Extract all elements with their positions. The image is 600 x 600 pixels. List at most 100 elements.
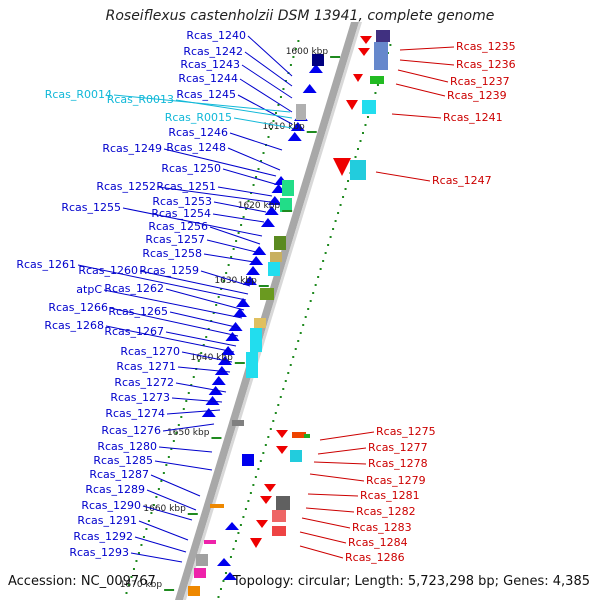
gene-label-left[interactable]: Rcas_1289 [85, 483, 145, 496]
gene-arrow-forward[interactable] [264, 206, 279, 215]
gene-label-left[interactable]: Rcas_1246 [168, 126, 228, 139]
gene-arrow-reverse[interactable] [256, 520, 268, 528]
gene-block[interactable] [232, 420, 244, 426]
rna-label[interactable]: Rcas_R0015 [165, 111, 232, 124]
gene-block[interactable] [272, 510, 286, 522]
gene-label-right[interactable]: Rcas_1279 [366, 474, 426, 487]
gene-block[interactable] [270, 252, 282, 262]
gene-arrow-forward[interactable] [287, 132, 302, 141]
gene-arrow-reverse[interactable] [353, 74, 363, 82]
gene-label-right[interactable]: Rcas_1247 [432, 174, 492, 187]
gene-arrow-forward[interactable] [302, 84, 317, 93]
gene-label-left[interactable]: Rcas_1255 [61, 201, 121, 214]
gene-label-left[interactable]: Rcas_1242 [183, 45, 243, 58]
gene-block[interactable] [292, 432, 306, 438]
gene-label-right[interactable]: Rcas_1281 [360, 489, 420, 502]
gene-block[interactable] [280, 198, 292, 212]
gene-label-left[interactable]: Rcas_1292 [73, 530, 133, 543]
gene-label-left[interactable]: Rcas_1287 [89, 468, 149, 481]
gene-block[interactable] [290, 450, 302, 462]
gene-arrow-forward[interactable] [225, 332, 240, 341]
gene-label-left[interactable]: Rcas_1271 [116, 360, 176, 373]
gene-arrow-forward[interactable] [236, 298, 251, 307]
gene-block[interactable] [250, 328, 262, 352]
gene-label-left[interactable]: Rcas_1240 [186, 29, 246, 42]
gene-label-left[interactable]: Rcas_1258 [142, 247, 202, 260]
gene-label-right[interactable]: Rcas_1282 [356, 505, 416, 518]
gene-block[interactable] [276, 496, 290, 510]
gene-block[interactable] [196, 554, 208, 566]
gene-block[interactable] [210, 504, 224, 508]
gene-label-left[interactable]: Rcas_1265 [108, 305, 168, 318]
gene-arrow-forward[interactable] [217, 558, 231, 566]
gene-label-right[interactable]: Rcas_1283 [352, 521, 412, 534]
gene-label-right[interactable]: Rcas_1241 [443, 111, 503, 124]
gene-label-left[interactable]: Rcas_1259 [139, 264, 199, 277]
gene-block[interactable] [296, 104, 306, 120]
gene-arrow-forward[interactable] [223, 572, 237, 580]
gene-label-right[interactable]: Rcas_1236 [456, 58, 516, 71]
gene-block[interactable] [282, 180, 294, 196]
gene-label-left[interactable]: Rcas_1253 [152, 195, 212, 208]
gene-label-left[interactable]: Rcas_1262 [104, 282, 164, 295]
gene-block[interactable] [194, 568, 206, 578]
gene-label-left[interactable]: Rcas_1250 [161, 162, 221, 175]
rna-label[interactable]: Rcas_R0013 [107, 93, 174, 106]
gene-label-left[interactable]: Rcas_1270 [120, 345, 180, 358]
gene-block[interactable] [350, 160, 366, 180]
gene-arrow-reverse[interactable] [264, 484, 276, 492]
gene-block[interactable] [304, 434, 310, 438]
gene-arrow-reverse[interactable] [360, 36, 372, 44]
gene-block[interactable] [272, 526, 286, 536]
gene-block[interactable] [274, 236, 286, 250]
gene-label-right[interactable]: Rcas_1237 [450, 75, 510, 88]
gene-block[interactable] [374, 42, 388, 70]
gene-label-left[interactable]: Rcas_1272 [114, 376, 174, 389]
gene-arrow-forward[interactable] [232, 308, 247, 317]
gene-arrow-reverse[interactable] [250, 538, 262, 548]
gene-arrow-reverse[interactable] [260, 496, 272, 504]
gene-arrow-reverse[interactable] [276, 430, 288, 438]
gene-arrow-forward[interactable] [211, 376, 226, 385]
gene-label-left[interactable]: Rcas_1268 [44, 319, 104, 332]
gene-arrow-forward[interactable] [267, 196, 282, 205]
gene-block[interactable] [204, 540, 216, 544]
gene-block[interactable] [188, 586, 200, 596]
gene-block[interactable] [268, 262, 280, 276]
gene-label-right[interactable]: Rcas_1239 [447, 89, 507, 102]
gene-label-left[interactable]: Rcas_1254 [151, 207, 211, 220]
gene-arrow-reverse[interactable] [358, 48, 370, 56]
gene-label-left[interactable]: Rcas_1285 [93, 454, 153, 467]
gene-block[interactable] [242, 454, 254, 466]
gene-block[interactable] [260, 288, 274, 300]
gene-block[interactable] [376, 30, 390, 42]
gene-arrow-forward[interactable] [246, 266, 261, 275]
gene-arrow-forward[interactable] [201, 408, 216, 417]
gene-arrow-forward[interactable] [249, 256, 264, 265]
gene-label-left[interactable]: Rcas_1276 [101, 424, 161, 437]
gene-block[interactable] [370, 76, 384, 84]
gene-label-right[interactable]: Rcas_1284 [348, 536, 408, 549]
gene-arrow-forward[interactable] [242, 276, 257, 285]
gene-block[interactable] [312, 54, 324, 66]
gene-block[interactable] [362, 100, 376, 114]
gene-label-left[interactable]: Rcas_1274 [105, 407, 165, 420]
gene-label-left[interactable]: Rcas_1290 [81, 499, 141, 512]
gene-label-left[interactable]: Rcas_1244 [178, 72, 238, 85]
gene-arrow-forward[interactable] [290, 122, 305, 131]
gene-label-left[interactable]: Rcas_1252 [96, 180, 156, 193]
gene-label-left[interactable]: Rcas_1267 [104, 325, 164, 338]
gene-label-left[interactable]: Rcas_1257 [145, 233, 205, 246]
gene-label-left[interactable]: Rcas_1245 [176, 88, 236, 101]
gene-label-left[interactable]: atpC [76, 283, 102, 296]
gene-label-right[interactable]: Rcas_1286 [345, 551, 405, 564]
gene-label-left[interactable]: Rcas_1261 [16, 258, 76, 271]
gene-arrow-forward[interactable] [260, 218, 275, 227]
gene-label-left[interactable]: Rcas_1293 [69, 546, 129, 559]
gene-block[interactable] [254, 318, 266, 328]
gene-label-right[interactable]: Rcas_1277 [368, 441, 428, 454]
gene-arrow-forward[interactable] [308, 64, 323, 73]
gene-label-left[interactable]: Rcas_1249 [102, 142, 162, 155]
gene-label-left[interactable]: Rcas_1260 [78, 264, 138, 277]
gene-label-left[interactable]: Rcas_1248 [166, 141, 226, 154]
